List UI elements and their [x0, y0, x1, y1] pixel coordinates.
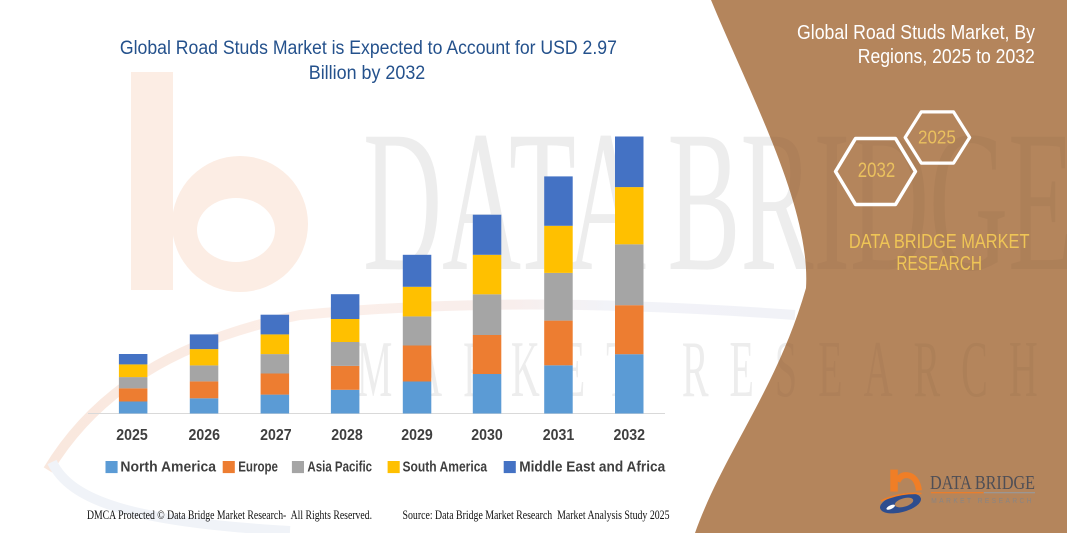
svg-text:Europe: Europe: [238, 460, 278, 476]
svg-text:North America: North America: [120, 460, 217, 476]
svg-text:2025: 2025: [116, 427, 148, 444]
svg-text:2032: 2032: [613, 427, 645, 444]
svg-text:RESEARCH: RESEARCH: [896, 253, 982, 275]
svg-text:2032: 2032: [858, 159, 896, 182]
svg-text:Regions, 2025 to 2032: Regions, 2025 to 2032: [858, 46, 1035, 68]
svg-text:2027: 2027: [260, 427, 292, 444]
svg-text:South America: South America: [403, 460, 488, 476]
svg-text:2026: 2026: [188, 427, 220, 444]
svg-text:Source: Data Bridge Market Res: Source: Data Bridge Market Research Mark…: [403, 507, 670, 522]
svg-text:DATA BRIDGE MARKET: DATA BRIDGE MARKET: [849, 231, 1030, 253]
svg-text:Billion by 2032: Billion by 2032: [309, 63, 426, 84]
svg-text:DATA BRIDGE: DATA BRIDGE: [930, 472, 1035, 494]
svg-text:Middle East and Africa: Middle East and Africa: [519, 460, 666, 476]
svg-text:2031: 2031: [543, 427, 575, 444]
svg-text:DMCA Protected © Data Bridge M: DMCA Protected © Data Bridge Market Rese…: [87, 507, 372, 522]
svg-text:2030: 2030: [471, 427, 503, 444]
svg-text:Global Road Studs Market, By: Global Road Studs Market, By: [797, 22, 1035, 44]
svg-text:Asia Pacific: Asia Pacific: [307, 460, 372, 476]
svg-text:2028: 2028: [331, 427, 363, 444]
svg-text:Global Road Studs Market is Ex: Global Road Studs Market is Expected to …: [120, 38, 617, 59]
svg-text:2025: 2025: [918, 128, 956, 148]
svg-text:2029: 2029: [401, 427, 433, 444]
svg-text:MARKET RESEARCH: MARKET RESEARCH: [931, 496, 1034, 505]
